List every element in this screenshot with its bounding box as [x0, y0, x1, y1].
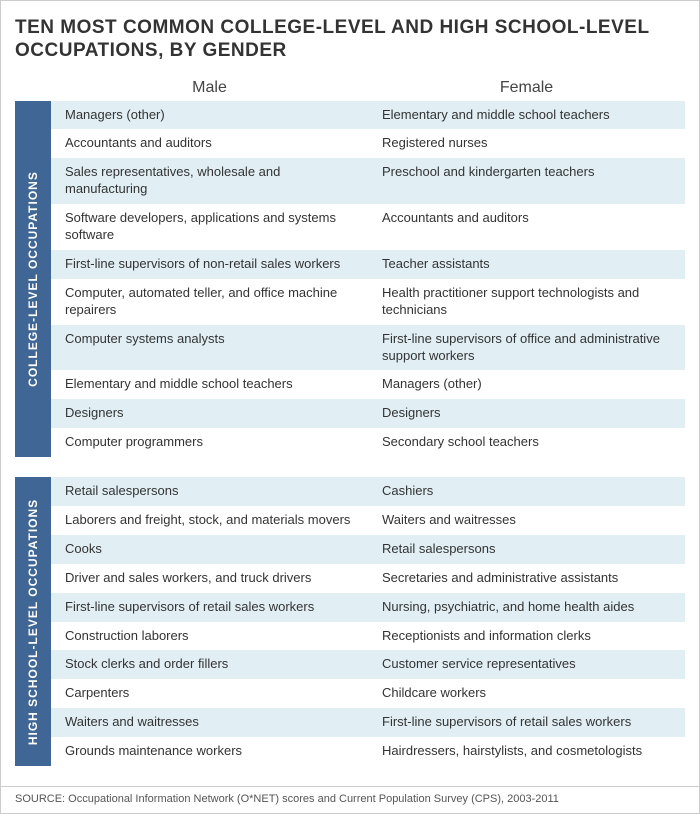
sections-container: COLLEGE-LEVEL OCCUPATIONS Managers (other…	[15, 101, 685, 766]
cell-female: Nursing, psychiatric, and home health ai…	[368, 593, 685, 622]
table-row: Elementary and middle school teachersMan…	[51, 370, 685, 399]
cell-female: Retail salespersons	[368, 535, 685, 564]
table-row: Computer, automated teller, and office m…	[51, 279, 685, 325]
cell-female: Health practitioner support technologist…	[368, 279, 685, 325]
source-note: SOURCE: Occupational Information Network…	[1, 786, 699, 805]
table-row: Retail salespersonsCashiers	[51, 477, 685, 506]
table-row: CarpentersChildcare workers	[51, 679, 685, 708]
cell-male: Carpenters	[51, 679, 368, 708]
cell-female: Preschool and kindergarten teachers	[368, 158, 685, 204]
table-row: Driver and sales workers, and truck driv…	[51, 564, 685, 593]
cell-male: Accountants and auditors	[51, 129, 368, 158]
cell-female: Customer service representatives	[368, 650, 685, 679]
cell-male: Elementary and middle school teachers	[51, 370, 368, 399]
cell-male: First-line supervisors of retail sales w…	[51, 593, 368, 622]
cell-male: Computer programmers	[51, 428, 368, 457]
cell-female: First-line supervisors of office and adm…	[368, 325, 685, 371]
section-label-text: HIGH SCHOOL-LEVEL OCCUPATIONS	[26, 498, 40, 744]
cell-male: Stock clerks and order fillers	[51, 650, 368, 679]
cell-female: Accountants and auditors	[368, 204, 685, 250]
table-row: Waiters and waitressesFirst-line supervi…	[51, 708, 685, 737]
section: HIGH SCHOOL-LEVEL OCCUPATIONS Retail sale…	[15, 477, 685, 766]
section-label-text: COLLEGE-LEVEL OCCUPATIONS	[26, 171, 40, 387]
section-label-bar: HIGH SCHOOL-LEVEL OCCUPATIONS	[15, 477, 51, 766]
cell-female: Registered nurses	[368, 129, 685, 158]
cell-female: Childcare workers	[368, 679, 685, 708]
header-female: Female	[368, 79, 685, 97]
cell-female: Elementary and middle school teachers	[368, 101, 685, 130]
cell-female: Cashiers	[368, 477, 685, 506]
cell-male: Computer, automated teller, and office m…	[51, 279, 368, 325]
cell-male: Laborers and freight, stock, and materia…	[51, 506, 368, 535]
table-row: Accountants and auditorsRegistered nurse…	[51, 129, 685, 158]
column-headers: Male Female	[51, 79, 685, 97]
cell-male: Managers (other)	[51, 101, 368, 130]
page-title: TEN MOST COMMON COLLEGE-LEVEL AND HIGH S…	[15, 17, 685, 63]
table-row: Software developers, applications and sy…	[51, 204, 685, 250]
cell-female: Secondary school teachers	[368, 428, 685, 457]
cell-female: First-line supervisors of retail sales w…	[368, 708, 685, 737]
table-row: Stock clerks and order fillersCustomer s…	[51, 650, 685, 679]
cell-female: Designers	[368, 399, 685, 428]
table-row: DesignersDesigners	[51, 399, 685, 428]
cell-female: Waiters and waitresses	[368, 506, 685, 535]
cell-male: Waiters and waitresses	[51, 708, 368, 737]
table-row: First-line supervisors of retail sales w…	[51, 593, 685, 622]
cell-male: Software developers, applications and sy…	[51, 204, 368, 250]
header-male: Male	[51, 79, 368, 97]
table-row: CooksRetail salespersons	[51, 535, 685, 564]
table-row: Construction laborersReceptionists and i…	[51, 622, 685, 651]
cell-male: First-line supervisors of non-retail sal…	[51, 250, 368, 279]
table-row: Computer programmersSecondary school tea…	[51, 428, 685, 457]
cell-female: Receptionists and information clerks	[368, 622, 685, 651]
cell-male: Designers	[51, 399, 368, 428]
section: COLLEGE-LEVEL OCCUPATIONS Managers (other…	[15, 101, 685, 457]
table-row: Computer systems analystsFirst-line supe…	[51, 325, 685, 371]
cell-female: Managers (other)	[368, 370, 685, 399]
cell-male: Sales representatives, wholesale and man…	[51, 158, 368, 204]
table-row: First-line supervisors of non-retail sal…	[51, 250, 685, 279]
cell-male: Computer systems analysts	[51, 325, 368, 371]
rows: Retail salespersonsCashiersLaborers and …	[51, 477, 685, 766]
cell-female: Teacher assistants	[368, 250, 685, 279]
cell-male: Construction laborers	[51, 622, 368, 651]
cell-female: Secretaries and administrative assistant…	[368, 564, 685, 593]
cell-male: Retail salespersons	[51, 477, 368, 506]
cell-male: Cooks	[51, 535, 368, 564]
rows: Managers (other)Elementary and middle sc…	[51, 101, 685, 457]
table-row: Sales representatives, wholesale and man…	[51, 158, 685, 204]
table-container: TEN MOST COMMON COLLEGE-LEVEL AND HIGH S…	[0, 0, 700, 814]
table-row: Managers (other)Elementary and middle sc…	[51, 101, 685, 130]
table-row: Laborers and freight, stock, and materia…	[51, 506, 685, 535]
section-label-bar: COLLEGE-LEVEL OCCUPATIONS	[15, 101, 51, 457]
cell-male: Driver and sales workers, and truck driv…	[51, 564, 368, 593]
